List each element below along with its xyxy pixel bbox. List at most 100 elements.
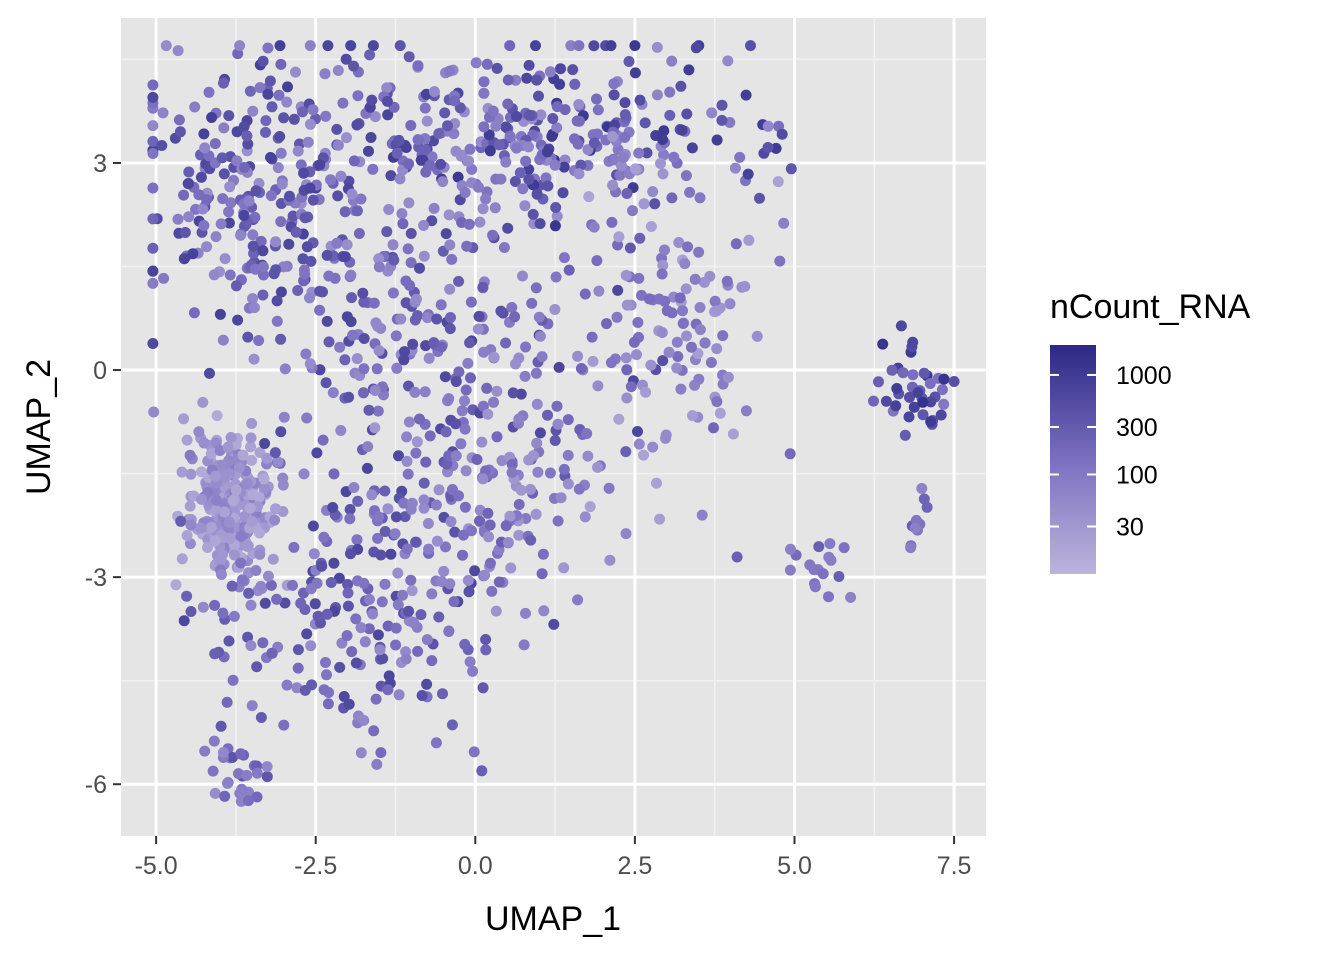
- scatter-point: [446, 719, 458, 731]
- scatter-point: [676, 124, 688, 136]
- scatter-point: [633, 438, 645, 450]
- scatter-point: [255, 580, 267, 592]
- scatter-point: [459, 395, 470, 407]
- scatter-point: [339, 206, 351, 218]
- scatter-point: [390, 622, 402, 634]
- scatter-point: [603, 482, 615, 494]
- scatter-point: [438, 565, 450, 577]
- scatter-point: [907, 369, 919, 381]
- scatter-point: [196, 493, 207, 505]
- scatter-point: [614, 169, 626, 181]
- scatter-point: [197, 203, 209, 215]
- scatter-point: [197, 601, 209, 613]
- scatter-point: [348, 155, 360, 167]
- scatter-point: [426, 215, 438, 227]
- scatter-point: [459, 638, 471, 650]
- scatter-point: [372, 629, 384, 641]
- scatter-point: [484, 145, 496, 157]
- scatter-point: [422, 518, 434, 529]
- scatter-point: [242, 331, 254, 343]
- scatter-point: [935, 409, 947, 421]
- scatter-point: [407, 338, 419, 350]
- scatter-point: [573, 99, 585, 110]
- scatter-point: [235, 557, 247, 569]
- scatter-point: [199, 142, 211, 154]
- scatter-point: [530, 508, 542, 520]
- scatter-point: [381, 226, 393, 238]
- scatter-point: [322, 40, 334, 52]
- scatter-point: [147, 182, 159, 194]
- scatter-point: [651, 477, 662, 489]
- scatter-point: [886, 364, 898, 376]
- scatter-point: [677, 318, 689, 329]
- scatter-point: [443, 626, 455, 637]
- scatter-point: [506, 467, 518, 478]
- scatter-point: [833, 571, 845, 582]
- scatter-point: [333, 572, 345, 584]
- scatter-point: [611, 311, 623, 323]
- legend-title: nCount_RNA: [1050, 288, 1251, 326]
- scatter-point: [405, 574, 417, 586]
- scatter-point: [204, 367, 215, 379]
- scatter-point: [525, 534, 537, 546]
- scatter-point: [480, 193, 492, 205]
- scatter-point: [643, 293, 655, 305]
- scatter-point: [533, 90, 544, 102]
- scatter-point: [495, 305, 507, 317]
- scatter-point: [373, 345, 385, 357]
- scatter-point: [607, 131, 618, 142]
- scatter-point: [265, 190, 277, 202]
- scatter-point: [393, 689, 405, 701]
- scatter-point: [640, 386, 652, 398]
- scatter-point: [198, 220, 210, 231]
- scatter-point: [572, 138, 584, 150]
- scatter-point: [209, 648, 221, 660]
- scatter-point: [449, 526, 461, 538]
- scatter-point: [321, 249, 333, 261]
- scatter-point: [490, 120, 502, 132]
- scatter-point: [353, 228, 365, 239]
- scatter-point: [242, 540, 254, 552]
- scatter-point: [373, 253, 385, 265]
- scatter-point: [342, 587, 354, 599]
- scatter-point: [498, 242, 510, 253]
- scatter-point: [666, 55, 678, 67]
- legend-break-label: 100: [1116, 461, 1158, 489]
- x-tick-label: -5.0: [135, 852, 178, 880]
- scatter-point: [549, 435, 561, 446]
- scatter-point: [437, 688, 448, 700]
- scatter-point: [473, 310, 485, 322]
- scatter-point: [181, 530, 193, 541]
- scatter-point: [448, 596, 460, 608]
- scatter-point: [238, 162, 250, 173]
- scatter-point: [459, 423, 471, 435]
- scatter-point: [618, 152, 630, 163]
- scatter-point: [382, 109, 394, 121]
- scatter-point: [481, 382, 493, 394]
- scatter-point: [233, 461, 245, 473]
- scatter-point: [579, 511, 591, 523]
- scatter-point: [156, 140, 168, 151]
- scatter-point: [368, 297, 380, 309]
- scatter-point: [500, 520, 512, 532]
- scatter-point: [361, 462, 373, 474]
- scatter-point: [241, 478, 253, 489]
- scatter-point: [938, 398, 950, 410]
- scatter-point: [500, 156, 512, 168]
- scatter-point: [322, 698, 334, 710]
- scatter-point: [405, 228, 417, 239]
- scatter-point: [552, 418, 564, 430]
- scatter-point: [351, 353, 363, 365]
- scatter-point: [226, 752, 238, 763]
- scatter-point: [462, 574, 474, 586]
- scatter-point: [255, 712, 267, 723]
- scatter-point: [555, 63, 566, 75]
- scatter-point: [405, 257, 417, 269]
- scatter-point: [521, 72, 533, 84]
- scatter-point: [905, 542, 917, 554]
- scatter-point: [327, 502, 339, 513]
- scatter-point: [379, 578, 391, 590]
- scatter-point: [219, 253, 231, 265]
- scatter-point: [895, 320, 907, 332]
- scatter-point: [247, 489, 259, 501]
